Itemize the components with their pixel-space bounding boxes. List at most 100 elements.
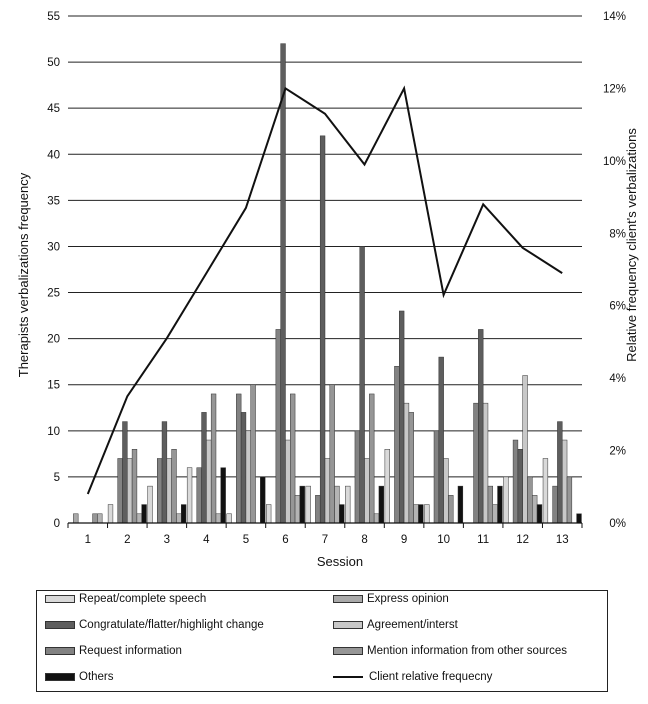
bar (404, 403, 409, 523)
bar (216, 514, 221, 523)
bar (439, 357, 444, 523)
x-tick-label: 13 (556, 534, 569, 546)
bar (478, 329, 483, 523)
bar (281, 44, 286, 523)
x-tick-label: 5 (243, 534, 249, 546)
legend-item: Request information (45, 645, 182, 657)
x-tick-label: 7 (322, 534, 328, 546)
bar (306, 486, 311, 523)
bar (503, 477, 508, 523)
y-tick-label: 15 (47, 380, 60, 392)
y2-tick-label: 12% (603, 83, 626, 95)
bar (127, 458, 132, 523)
bar (123, 422, 128, 523)
bar (409, 412, 414, 523)
bar (251, 385, 256, 523)
x-tick-label: 10 (437, 534, 450, 546)
bar (458, 486, 463, 523)
bar (330, 385, 335, 523)
legend-swatch (333, 621, 363, 629)
bar (93, 514, 98, 523)
legend-swatch (333, 647, 363, 655)
bar (345, 486, 350, 523)
x-tick-label: 1 (85, 534, 91, 546)
bar (97, 514, 102, 523)
y2-tick-label: 4% (609, 373, 626, 385)
bar (221, 468, 226, 523)
bar (241, 412, 246, 523)
bar (498, 486, 503, 523)
y-tick-label: 50 (47, 57, 60, 69)
y-tick-label: 55 (47, 11, 60, 23)
legend-swatch (45, 673, 75, 681)
y-tick-label: 40 (47, 149, 60, 161)
bar (532, 495, 537, 523)
y2-tick-label: 10% (603, 156, 626, 168)
bar (527, 477, 532, 523)
bar (118, 458, 123, 523)
y2-axis-title: Relative frequency client's verbalizatio… (624, 128, 639, 362)
bar (266, 505, 271, 523)
bar (162, 422, 167, 523)
x-axis-ticks: 1 2 3 4 5 6 7 8 9 10 11 12 13 (85, 534, 569, 546)
y-tick-label: 20 (47, 334, 60, 346)
legend-swatch (45, 621, 75, 629)
y2-tick-label: 0% (609, 518, 626, 530)
legend-swatch (45, 647, 75, 655)
x-tick-label: 6 (282, 534, 288, 546)
bar (448, 495, 453, 523)
y-tick-label: 10 (47, 426, 60, 438)
bar (300, 486, 305, 523)
bar (285, 440, 290, 523)
bar (379, 486, 384, 523)
bar (444, 458, 449, 523)
bar (418, 505, 423, 523)
bar (211, 394, 216, 523)
legend-label: Express opinion (367, 593, 449, 605)
bar (157, 458, 162, 523)
bar (562, 440, 567, 523)
x-tick-label: 8 (361, 534, 367, 546)
x-axis-title: Session (317, 554, 363, 569)
bar (365, 458, 370, 523)
bar (360, 246, 365, 523)
legend-swatch (333, 595, 363, 603)
bar (537, 505, 542, 523)
bar (202, 412, 207, 523)
bar (474, 403, 479, 523)
bar (167, 458, 172, 523)
legend-label: Congratulate/flatter/highlight change (79, 619, 264, 631)
x-tick-label: 12 (516, 534, 529, 546)
bar (335, 486, 340, 523)
bar (557, 422, 562, 523)
bar (142, 505, 147, 523)
bar (148, 486, 153, 523)
legend-item: Repeat/complete speech (45, 593, 206, 605)
bar (181, 505, 186, 523)
bar (399, 311, 404, 523)
bar (176, 514, 181, 523)
legend-item: Mention information from other sources (333, 645, 567, 657)
bar (394, 366, 399, 523)
y-axis-ticks: 0 5 10 15 20 25 30 35 40 45 50 55 (47, 11, 60, 530)
legend-item: Agreement/interst (333, 619, 458, 631)
bar (488, 486, 493, 523)
legend-swatch (45, 595, 75, 603)
bar (295, 495, 300, 523)
x-tick-label: 3 (164, 534, 170, 546)
bar (543, 458, 548, 523)
y2-tick-label: 14% (603, 11, 626, 23)
bar (108, 505, 113, 523)
bar (325, 458, 330, 523)
bar (483, 403, 488, 523)
bar (187, 468, 192, 523)
legend-label: Others (79, 671, 114, 683)
bar (493, 505, 498, 523)
legend-label: Repeat/complete speech (79, 593, 206, 605)
bar (227, 514, 232, 523)
bar (236, 394, 241, 523)
bar (246, 431, 251, 523)
x-tick-label: 11 (477, 534, 489, 546)
y-tick-label: 25 (47, 288, 60, 300)
bar (513, 440, 518, 523)
